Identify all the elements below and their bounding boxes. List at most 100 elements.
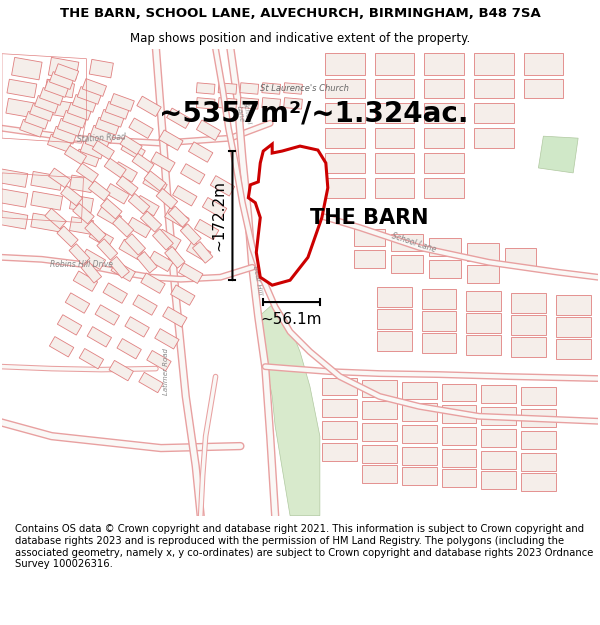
Polygon shape [422, 311, 457, 331]
Polygon shape [67, 102, 92, 120]
Text: Map shows position and indicative extent of the property.: Map shows position and indicative extent… [130, 31, 470, 44]
Polygon shape [73, 271, 98, 291]
Polygon shape [151, 152, 175, 172]
Polygon shape [402, 467, 437, 485]
Polygon shape [80, 141, 104, 159]
Polygon shape [374, 153, 414, 173]
Polygon shape [181, 164, 205, 184]
Polygon shape [101, 198, 122, 219]
Polygon shape [474, 128, 514, 148]
Polygon shape [62, 111, 86, 128]
Polygon shape [322, 421, 357, 439]
Polygon shape [187, 241, 211, 262]
Text: Latimer Road: Latimer Road [163, 348, 169, 395]
Polygon shape [173, 186, 197, 206]
Polygon shape [505, 248, 536, 266]
Polygon shape [424, 153, 464, 173]
Polygon shape [377, 309, 412, 329]
Polygon shape [422, 333, 457, 352]
Polygon shape [85, 133, 109, 151]
Polygon shape [11, 58, 42, 80]
Polygon shape [127, 217, 151, 238]
Polygon shape [402, 447, 437, 465]
Polygon shape [168, 206, 190, 227]
Text: ~172.2m: ~172.2m [211, 180, 226, 251]
Polygon shape [31, 171, 62, 190]
Polygon shape [111, 261, 136, 281]
Polygon shape [92, 141, 115, 159]
Polygon shape [196, 82, 215, 94]
Polygon shape [322, 378, 357, 396]
Polygon shape [481, 471, 516, 489]
Polygon shape [240, 82, 259, 94]
Polygon shape [521, 473, 556, 491]
Polygon shape [119, 239, 143, 259]
Polygon shape [0, 169, 28, 187]
Polygon shape [55, 64, 79, 81]
Polygon shape [511, 293, 546, 313]
Polygon shape [58, 118, 82, 136]
Polygon shape [170, 285, 195, 305]
Polygon shape [70, 217, 94, 234]
Text: St Laurence's Church: St Laurence's Church [260, 84, 349, 93]
Polygon shape [45, 208, 67, 229]
Polygon shape [424, 79, 464, 98]
Polygon shape [157, 229, 181, 249]
Polygon shape [362, 401, 397, 419]
Polygon shape [77, 87, 101, 104]
Polygon shape [556, 317, 590, 337]
Polygon shape [391, 256, 423, 273]
Polygon shape [125, 234, 146, 255]
Polygon shape [402, 425, 437, 443]
Polygon shape [129, 118, 153, 138]
Polygon shape [196, 98, 215, 109]
Polygon shape [0, 210, 28, 229]
Polygon shape [133, 295, 157, 315]
Polygon shape [152, 229, 173, 250]
Polygon shape [218, 82, 237, 94]
Polygon shape [262, 82, 281, 94]
Polygon shape [7, 79, 37, 98]
Polygon shape [474, 103, 514, 123]
Polygon shape [374, 52, 414, 74]
Polygon shape [49, 58, 79, 80]
Polygon shape [218, 98, 237, 109]
Polygon shape [95, 118, 119, 135]
Polygon shape [73, 94, 97, 112]
Polygon shape [164, 246, 185, 268]
Polygon shape [82, 79, 107, 96]
Polygon shape [481, 451, 516, 469]
Polygon shape [524, 79, 563, 98]
Polygon shape [211, 176, 235, 196]
Polygon shape [258, 302, 320, 516]
Polygon shape [128, 194, 150, 214]
Polygon shape [40, 88, 64, 105]
Polygon shape [121, 140, 145, 160]
Polygon shape [20, 119, 44, 137]
Polygon shape [442, 428, 476, 445]
Polygon shape [73, 203, 94, 224]
Polygon shape [325, 79, 365, 98]
Polygon shape [284, 82, 302, 94]
Polygon shape [429, 261, 461, 278]
Polygon shape [474, 79, 514, 98]
Polygon shape [44, 98, 76, 118]
Polygon shape [164, 208, 189, 228]
Polygon shape [137, 96, 161, 116]
Polygon shape [377, 287, 412, 307]
Polygon shape [125, 317, 149, 337]
Polygon shape [61, 186, 82, 206]
Polygon shape [521, 409, 556, 428]
Text: Station Road: Station Road [77, 132, 126, 144]
Polygon shape [52, 126, 77, 144]
Polygon shape [105, 101, 130, 119]
Polygon shape [466, 291, 501, 311]
Polygon shape [474, 52, 514, 74]
Polygon shape [49, 168, 71, 187]
Polygon shape [284, 98, 302, 109]
Polygon shape [362, 423, 397, 441]
Polygon shape [240, 98, 259, 109]
Polygon shape [422, 289, 457, 309]
Polygon shape [88, 181, 110, 201]
Polygon shape [139, 372, 163, 392]
